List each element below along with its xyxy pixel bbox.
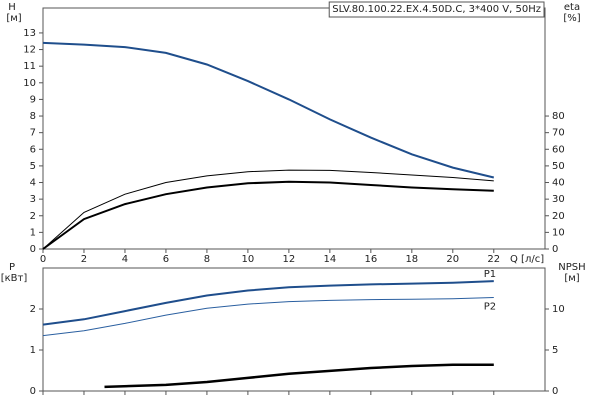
x-tick-label: 6 <box>163 254 169 265</box>
y2-axis-label: NPSH <box>558 262 585 273</box>
y2-tick-label: 0 <box>552 244 558 255</box>
y-tick-label: 13 <box>23 28 36 39</box>
y-tick-label: 2 <box>30 304 36 315</box>
y-axis-unit: [м] <box>6 13 21 24</box>
y2-tick-label: 10 <box>552 227 565 238</box>
y2-axis-label: eta <box>564 2 580 13</box>
x-tick-label: 8 <box>204 254 210 265</box>
x-tick-label: 14 <box>323 254 336 265</box>
chart-title: SLV.80.100.22.EX.4.50D.C, 3*400 V, 50Hz <box>332 4 541 15</box>
y-tick-label: 2 <box>30 211 36 222</box>
y2-tick-label: 40 <box>552 178 565 189</box>
y2-tick-label: 80 <box>552 111 565 122</box>
y2-tick-label: 70 <box>552 128 565 139</box>
x-tick-label: 22 <box>487 254 500 265</box>
y-tick-label: 7 <box>30 128 36 139</box>
plot-frame <box>42 267 546 392</box>
y-axis-label: H <box>8 2 16 13</box>
y2-axis-unit: [м] <box>564 273 579 284</box>
x-tick-label: 0 <box>40 254 46 265</box>
series-line <box>42 41 495 179</box>
x-tick-label: 20 <box>446 254 459 265</box>
x-tick-label: 12 <box>283 254 296 265</box>
y-tick-label: 4 <box>30 178 36 189</box>
x-tick-label: 16 <box>364 254 377 265</box>
plot-frame <box>42 7 546 250</box>
series-line <box>42 169 494 250</box>
y-tick-label: 0 <box>30 386 36 397</box>
y2-tick-label: 30 <box>552 194 565 205</box>
y2-tick-label: 20 <box>552 211 565 222</box>
y-tick-label: 11 <box>23 61 36 72</box>
y-tick-label: 1 <box>30 227 36 238</box>
y2-tick-label: 50 <box>552 161 565 172</box>
y-tick-label: 8 <box>30 111 36 122</box>
series-label: P2 <box>484 302 496 313</box>
title-box <box>328 1 545 18</box>
y2-tick-label: 10 <box>552 304 565 315</box>
y-tick-label: 3 <box>30 194 36 205</box>
x-tick-label: 10 <box>242 254 255 265</box>
series-line <box>42 280 494 326</box>
y-tick-label: 5 <box>30 161 36 172</box>
y-axis-unit: [кВт] <box>1 273 28 284</box>
y-tick-label: 12 <box>23 45 36 56</box>
y2-tick-label: 5 <box>552 345 558 356</box>
x-axis-label: Q [л/с] <box>510 254 544 265</box>
x-tick-label: 2 <box>81 254 87 265</box>
y-tick-label: 6 <box>30 144 36 155</box>
y-tick-label: 9 <box>30 94 36 105</box>
y-tick-label: 0 <box>30 244 36 255</box>
series-line <box>42 297 494 337</box>
y2-tick-label: 60 <box>552 144 565 155</box>
series-label: P1 <box>484 269 496 280</box>
y2-tick-label: 0 <box>552 386 558 397</box>
y2-axis-unit: [%] <box>563 13 580 24</box>
y-axis-label: P <box>9 262 15 273</box>
series-line <box>104 363 494 389</box>
x-tick-label: 4 <box>122 254 128 265</box>
series-line <box>42 180 494 250</box>
x-tick-label: 18 <box>405 254 418 265</box>
y-tick-label: 1 <box>30 345 36 356</box>
y-tick-label: 10 <box>23 78 36 89</box>
